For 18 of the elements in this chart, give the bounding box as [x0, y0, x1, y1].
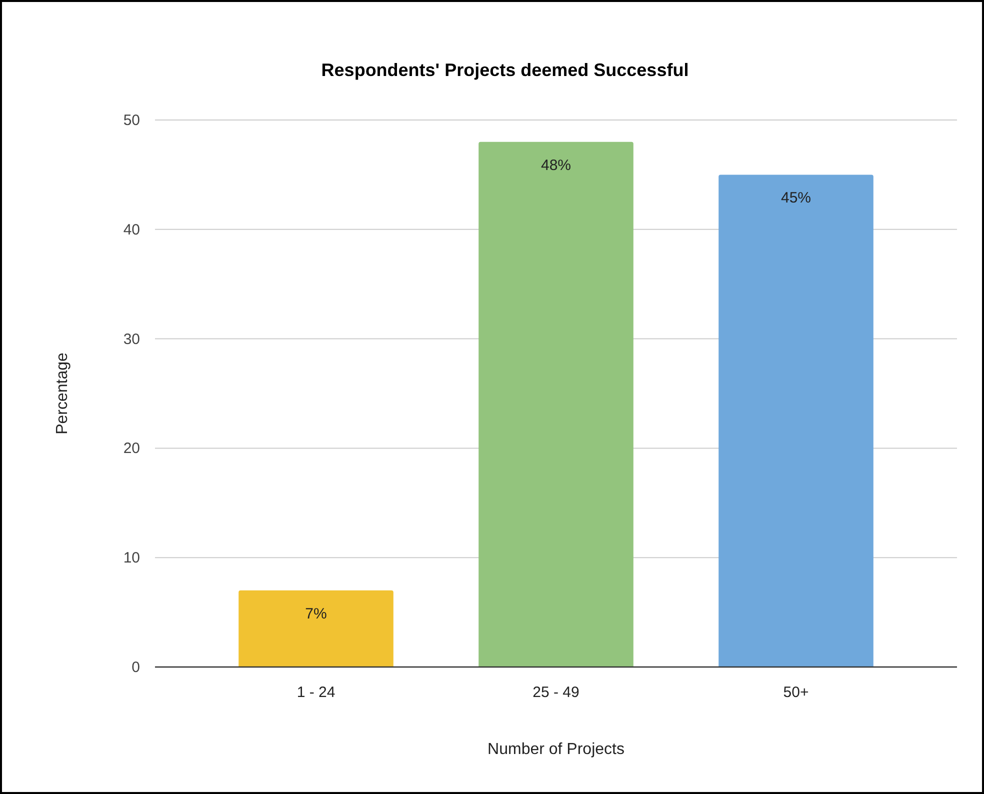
- bar: [478, 142, 634, 667]
- x-axis-title: Number of Projects: [488, 741, 624, 758]
- data-label: 7%: [305, 605, 327, 622]
- data-label: 45%: [780, 190, 812, 207]
- y-tick-label: 40: [123, 221, 140, 238]
- x-tick-label: 1 - 24: [296, 684, 336, 701]
- bar: [238, 590, 394, 667]
- y-tick-label: 0: [132, 659, 140, 676]
- x-tick-label: 50+: [783, 684, 809, 701]
- chart-title: Respondents' Projects deemed Successful: [321, 60, 689, 80]
- bar: [718, 174, 874, 667]
- y-tick-label: 20: [123, 440, 140, 458]
- y-axis-title: Percentage: [54, 352, 71, 434]
- x-tick-label: 25 - 49: [532, 684, 580, 701]
- y-tick-label: 30: [123, 330, 140, 348]
- data-label: 48%: [540, 156, 572, 174]
- y-tick-label: 10: [123, 550, 140, 567]
- y-tick-label: 50: [123, 112, 140, 129]
